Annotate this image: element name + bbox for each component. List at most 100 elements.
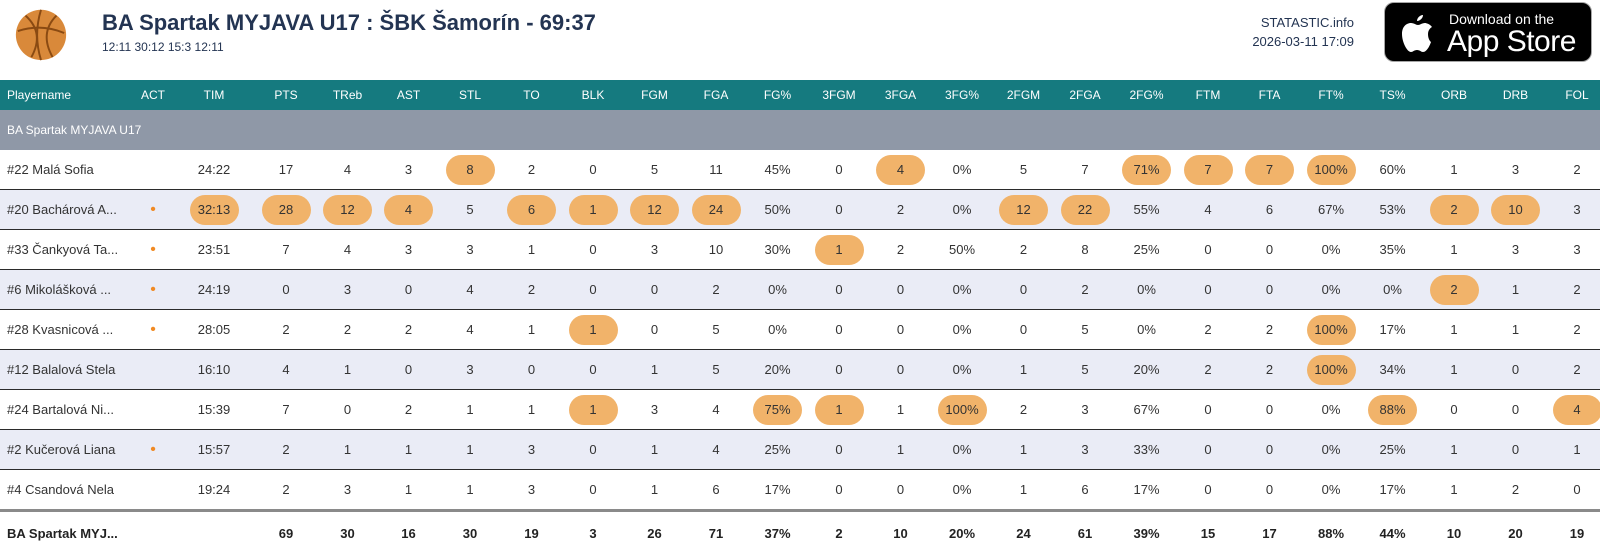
player-name[interactable]: #2 Kučerová Liana xyxy=(0,430,133,470)
stat-cell: 1 xyxy=(808,390,870,430)
stat-cell: 5 xyxy=(1054,310,1116,350)
stat-value-highlight: 12 xyxy=(999,195,1048,225)
stat-cell: 5 xyxy=(624,150,685,190)
column-header-drb[interactable]: DRB xyxy=(1485,80,1546,110)
app-store-badge[interactable]: Download on the App Store xyxy=(1384,2,1592,62)
column-header-fga[interactable]: FGA xyxy=(685,80,747,110)
totals-cell: 2 xyxy=(808,511,870,554)
column-header-fol[interactable]: FOL xyxy=(1546,80,1600,110)
stat-cell: 1 xyxy=(562,390,624,430)
column-header-act[interactable]: ACT xyxy=(133,80,173,110)
stat-value: 0% xyxy=(953,482,972,497)
stat-cell: 0 xyxy=(501,350,562,390)
stat-value: 0 xyxy=(1204,282,1211,297)
stat-cell: 3 xyxy=(1054,430,1116,470)
stat-value: 17% xyxy=(764,482,790,497)
column-header-blk[interactable]: BLK xyxy=(562,80,624,110)
totals-cell: 26 xyxy=(624,511,685,554)
stat-value: 0 xyxy=(1266,282,1273,297)
stat-cell: 4 xyxy=(378,190,439,230)
stat-cell: 4 xyxy=(317,150,378,190)
stat-value: 2 xyxy=(1020,402,1027,417)
column-header-to[interactable]: TO xyxy=(501,80,562,110)
stat-value-highlight: 100% xyxy=(1307,355,1356,385)
column-header-orb[interactable]: ORB xyxy=(1423,80,1485,110)
column-header-fg-pct[interactable]: FG% xyxy=(747,80,808,110)
stat-value-highlight: 24 xyxy=(692,195,741,225)
stat-cell: 0% xyxy=(931,270,993,310)
player-name[interactable]: #4 Csandová Nela xyxy=(0,470,133,511)
column-header-2fga[interactable]: 2FGA xyxy=(1054,80,1116,110)
player-name[interactable]: #28 Kvasnicová ... xyxy=(0,310,133,350)
totals-cell: 16 xyxy=(378,511,439,554)
player-name[interactable]: #6 Mikolášková ... xyxy=(0,270,133,310)
stat-cell: 67% xyxy=(1300,190,1362,230)
stat-cell: 5 xyxy=(993,150,1054,190)
column-header-ftm[interactable]: FTM xyxy=(1177,80,1239,110)
column-header-fta[interactable]: FTA xyxy=(1239,80,1300,110)
column-header-ast[interactable]: AST xyxy=(378,80,439,110)
column-header-fgm[interactable]: FGM xyxy=(624,80,685,110)
stat-value: 15:57 xyxy=(198,442,231,457)
column-header-playername[interactable]: Playername xyxy=(0,80,133,110)
player-name[interactable]: #12 Balalová Stela xyxy=(0,350,133,390)
stat-value: 0 xyxy=(405,282,412,297)
stat-cell: 7 xyxy=(1177,150,1239,190)
site-name[interactable]: STATASTIC.info xyxy=(1261,15,1354,30)
player-name[interactable]: #22 Malá Sofia xyxy=(0,150,133,190)
stat-value: 3 xyxy=(528,482,535,497)
stat-value: 0 xyxy=(1204,482,1211,497)
active-indicator-cell: • xyxy=(133,190,173,230)
stat-cell: 11 xyxy=(685,150,747,190)
stat-value: 2 xyxy=(712,282,719,297)
stat-cell: 0 xyxy=(562,150,624,190)
stat-value: 20% xyxy=(1133,362,1159,377)
stat-value-highlight: 71% xyxy=(1122,155,1171,185)
stat-cell: 3 xyxy=(1054,390,1116,430)
column-header-2fgm[interactable]: 2FGM xyxy=(993,80,1054,110)
stat-cell: 3 xyxy=(317,270,378,310)
column-header-treb[interactable]: TReb xyxy=(317,80,378,110)
stat-cell: 1 xyxy=(993,430,1054,470)
player-name[interactable]: #24 Bartalová Ni... xyxy=(0,390,133,430)
column-header-ts-pct[interactable]: TS% xyxy=(1362,80,1423,110)
totals-cell: 19 xyxy=(501,511,562,554)
column-header-3fga[interactable]: 3FGA xyxy=(870,80,931,110)
stat-value: 0% xyxy=(1137,322,1156,337)
player-name[interactable]: #33 Čankyová Ta... xyxy=(0,230,133,270)
column-header-tim[interactable]: TIM xyxy=(173,80,255,110)
stat-value: 0 xyxy=(835,362,842,377)
column-header-3fg-pct[interactable]: 3FG% xyxy=(931,80,993,110)
stat-value: 2 xyxy=(1266,362,1273,377)
column-header-stl[interactable]: STL xyxy=(439,80,501,110)
stat-value: 3 xyxy=(651,242,658,257)
column-header-2fg-pct[interactable]: 2FG% xyxy=(1116,80,1177,110)
stat-cell: 1 xyxy=(317,350,378,390)
stat-value: 2 xyxy=(1081,282,1088,297)
stat-value: 53% xyxy=(1379,202,1405,217)
stat-value: 8 xyxy=(1081,242,1088,257)
stat-cell: 0 xyxy=(562,470,624,511)
stat-cell: 2 xyxy=(685,270,747,310)
active-dot-icon: • xyxy=(150,321,156,338)
stat-value: 0% xyxy=(953,322,972,337)
stat-cell: 0 xyxy=(1239,270,1300,310)
player-name[interactable]: #20 Bachárová A... xyxy=(0,190,133,230)
stat-value: 4 xyxy=(282,362,289,377)
column-header-pts[interactable]: PTS xyxy=(255,80,317,110)
column-header-ft-pct[interactable]: FT% xyxy=(1300,80,1362,110)
stat-cell: 71% xyxy=(1116,150,1177,190)
stat-cell: 0 xyxy=(1239,230,1300,270)
stat-cell: 35% xyxy=(1362,230,1423,270)
column-header-3fgm[interactable]: 3FGM xyxy=(808,80,870,110)
stat-value: 4 xyxy=(466,322,473,337)
